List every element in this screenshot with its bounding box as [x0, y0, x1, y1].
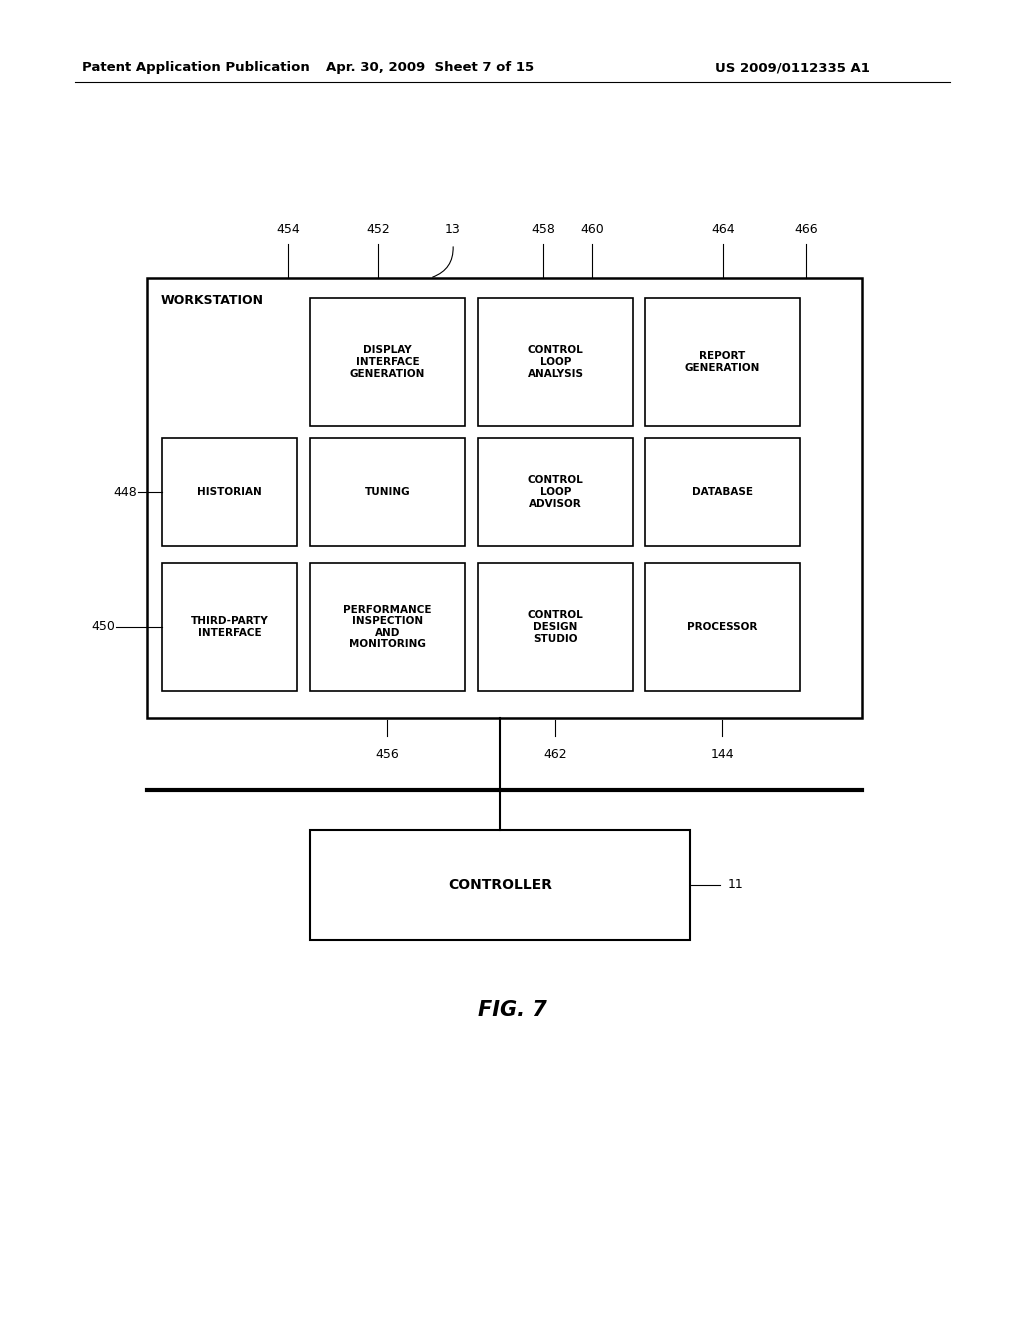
Text: 448: 448: [114, 486, 137, 499]
Text: TUNING: TUNING: [365, 487, 411, 498]
Text: 466: 466: [795, 223, 818, 236]
Bar: [310, 298, 465, 426]
Text: 11: 11: [728, 879, 743, 891]
Text: THIRD-PARTY
INTERFACE: THIRD-PARTY INTERFACE: [190, 616, 268, 638]
Bar: [478, 298, 633, 426]
Bar: [310, 830, 690, 940]
Text: PERFORMANCE
INSPECTION
AND
MONITORING: PERFORMANCE INSPECTION AND MONITORING: [343, 605, 432, 649]
Bar: [310, 564, 465, 690]
Text: PROCESSOR: PROCESSOR: [687, 622, 758, 632]
Text: Patent Application Publication: Patent Application Publication: [82, 62, 309, 74]
Text: CONTROL
LOOP
ANALYSIS: CONTROL LOOP ANALYSIS: [527, 346, 584, 379]
Bar: [310, 438, 465, 546]
Bar: [147, 279, 862, 718]
Bar: [162, 438, 297, 546]
Text: FIG. 7: FIG. 7: [477, 1001, 547, 1020]
Bar: [478, 564, 633, 690]
Text: Apr. 30, 2009  Sheet 7 of 15: Apr. 30, 2009 Sheet 7 of 15: [326, 62, 535, 74]
Text: HISTORIAN: HISTORIAN: [198, 487, 262, 498]
Bar: [645, 298, 800, 426]
Bar: [645, 564, 800, 690]
Text: 454: 454: [276, 223, 300, 236]
Text: 13: 13: [445, 223, 461, 236]
Text: DATABASE: DATABASE: [692, 487, 753, 498]
Text: 458: 458: [531, 223, 555, 236]
Bar: [645, 438, 800, 546]
Text: 462: 462: [543, 748, 567, 762]
Text: REPORT
GENERATION: REPORT GENERATION: [685, 351, 760, 372]
Bar: [478, 438, 633, 546]
Text: 144: 144: [711, 748, 734, 762]
Text: 464: 464: [712, 223, 735, 236]
Text: CONTROL
DESIGN
STUDIO: CONTROL DESIGN STUDIO: [527, 610, 584, 644]
Text: 452: 452: [367, 223, 390, 236]
Bar: [162, 564, 297, 690]
Text: CONTROL
LOOP
ADVISOR: CONTROL LOOP ADVISOR: [527, 475, 584, 508]
Text: CONTROLLER: CONTROLLER: [449, 878, 552, 892]
Text: US 2009/0112335 A1: US 2009/0112335 A1: [715, 62, 870, 74]
Text: 460: 460: [581, 223, 604, 236]
Text: 456: 456: [375, 748, 399, 762]
Text: 450: 450: [91, 620, 115, 634]
Text: DISPLAY
INTERFACE
GENERATION: DISPLAY INTERFACE GENERATION: [350, 346, 425, 379]
Text: WORKSTATION: WORKSTATION: [161, 294, 264, 308]
